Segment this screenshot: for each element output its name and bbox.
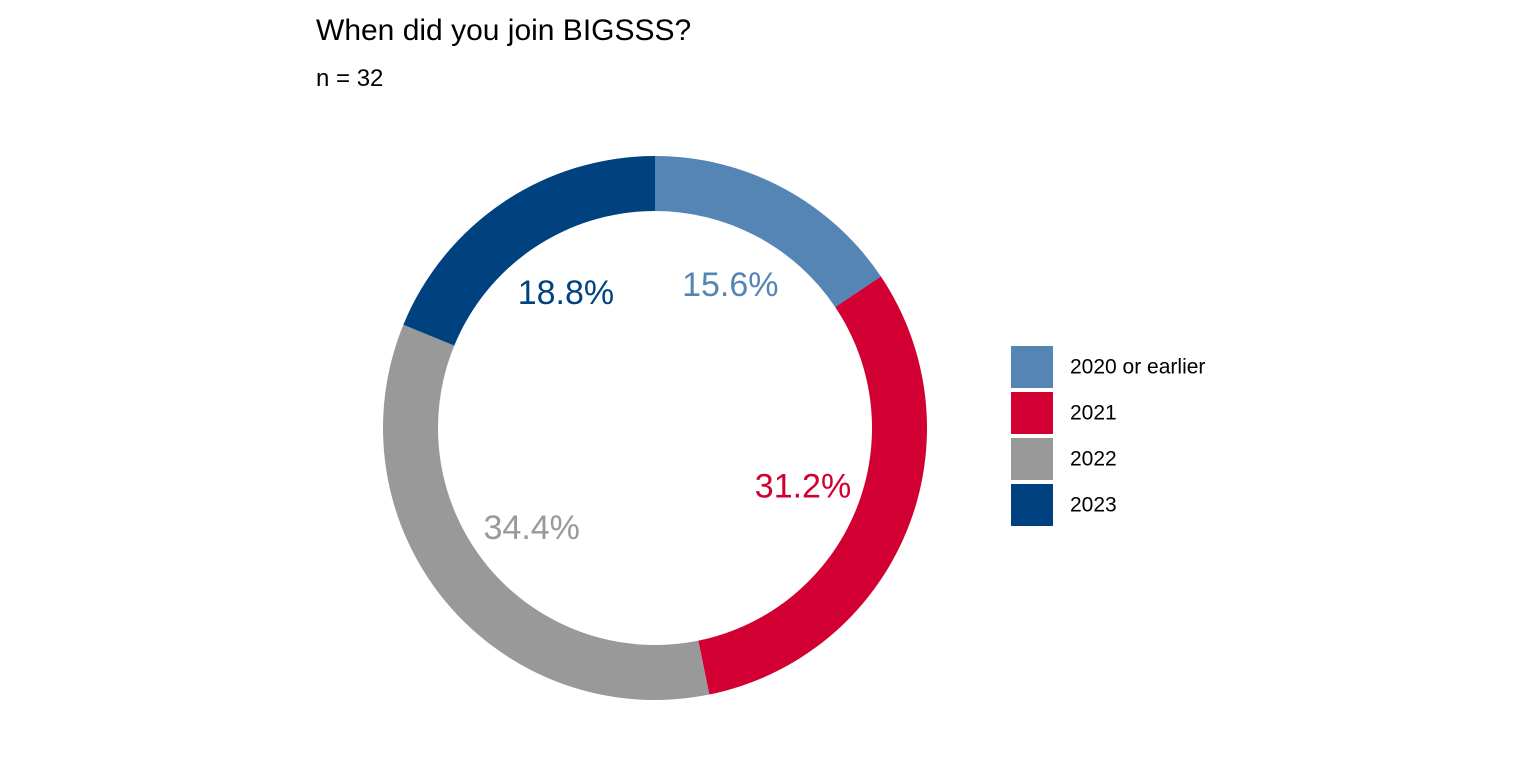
- data-label: 15.6%: [682, 266, 778, 304]
- donut-slice-2023: [403, 156, 655, 346]
- legend-label: 2022: [1070, 448, 1117, 471]
- legend-swatch: [1011, 438, 1053, 480]
- chart-title: When did you join BIGSSS?: [316, 14, 691, 47]
- donut-slice-2020-or-earlier: [655, 156, 881, 308]
- legend-swatch: [1011, 484, 1053, 526]
- data-label: 31.2%: [755, 468, 851, 506]
- legend-swatch: [1011, 392, 1053, 434]
- legend-label: 2021: [1070, 402, 1117, 425]
- chart-subtitle: n = 32: [316, 65, 383, 92]
- donut-slice-2022: [382, 324, 710, 700]
- legend-swatch: [1011, 346, 1053, 388]
- legend: 2020 or earlier 2021 2022 2023: [1011, 346, 1205, 526]
- data-labels: 15.6% 31.2% 34.4% 18.8%: [484, 266, 852, 547]
- legend-label: 2023: [1070, 494, 1117, 517]
- legend-label: 2020 or earlier: [1070, 356, 1205, 379]
- donut-slice-2021: [698, 276, 927, 695]
- data-label: 18.8%: [518, 274, 614, 312]
- donut-slices: [382, 156, 927, 700]
- data-label: 34.4%: [484, 509, 580, 547]
